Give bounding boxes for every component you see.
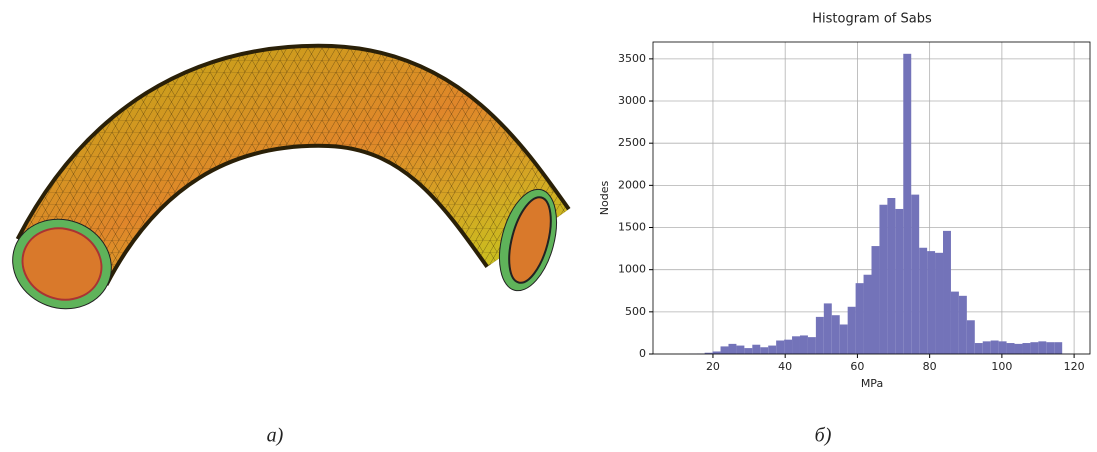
bar [935,253,943,354]
bar [903,54,911,354]
bar [832,315,840,354]
bar [1022,343,1030,354]
bar [744,348,752,354]
x-tick-label: 40 [778,360,792,373]
bar [840,324,848,354]
pipe-mesh [0,96,567,323]
bar [1054,342,1062,354]
bar [991,341,999,354]
bar [728,344,736,354]
bar [768,346,776,354]
bar [872,246,880,354]
x-tick-label: 60 [850,360,864,373]
y-tick-label: 500 [625,305,646,318]
bar [911,195,919,354]
y-tick-label: 3000 [618,94,646,107]
y-tick-label: 1000 [618,263,646,276]
bar [760,347,768,354]
bar [1038,341,1046,354]
bar [943,231,951,354]
bar [816,317,824,354]
bar [808,337,816,354]
y-axis-label: Nodes [598,181,611,216]
x-tick-label: 80 [923,360,937,373]
bar [1046,342,1054,354]
caption: б) [815,425,832,447]
caption: а) [267,425,284,447]
bar [784,340,792,354]
bar [824,303,832,354]
bar [879,205,887,354]
bar [800,335,808,354]
bar [895,209,903,354]
bar [887,198,895,354]
bar [975,343,983,354]
bar [792,336,800,354]
bar [919,248,927,354]
x-tick-label: 20 [706,360,720,373]
bar [999,341,1007,354]
y-tick-label: 2500 [618,136,646,149]
y-tick-label: 1500 [618,221,646,234]
y-tick-label: 3500 [618,52,646,65]
x-tick-label: 120 [1064,360,1085,373]
bar [1015,344,1023,354]
y-tick-label: 2000 [618,178,646,191]
bar [864,275,872,354]
x-tick-label: 100 [991,360,1012,373]
bar [927,251,935,354]
bar [1030,342,1038,354]
bar [967,320,975,354]
bar [752,345,760,354]
bar [856,283,864,354]
bar [951,292,959,354]
bar [736,346,744,354]
figure: а) б) Histogram of Sabs MPa Nodes 20 40 60… [0,0,1097,452]
x-axis-label: MPa [861,377,883,390]
bar [959,296,967,354]
bar [776,341,784,354]
page: а) б) Histogram of Sabs MPa Nodes 20 40 60… [0,0,1097,452]
chart-title: Histogram of Sabs [812,12,932,27]
bar [721,346,729,354]
bar [983,341,991,354]
bar [848,307,856,354]
bar [1007,343,1015,354]
y-tick-label: 0 [639,347,646,360]
